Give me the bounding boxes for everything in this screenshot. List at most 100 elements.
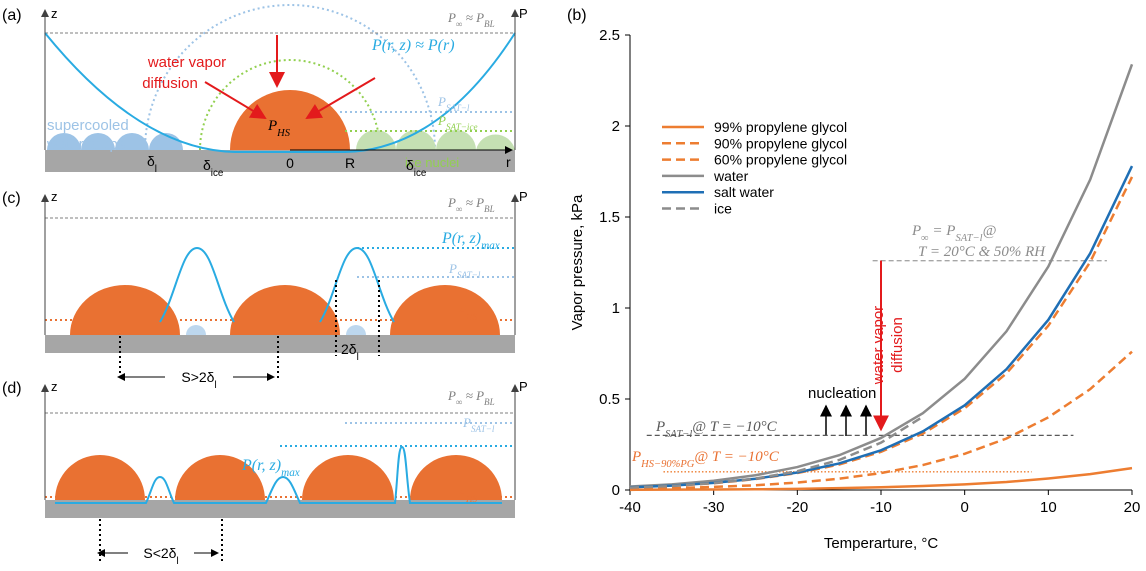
label-part: ∞ bbox=[921, 233, 929, 244]
label-part: P bbox=[267, 118, 277, 134]
ground bbox=[45, 335, 515, 353]
label: z bbox=[51, 189, 58, 204]
label: P(r, z) ≈ P(r) bbox=[371, 37, 455, 54]
y-tick-label: 0.5 bbox=[599, 391, 620, 408]
panel-label: (c) bbox=[2, 190, 21, 207]
label-part: P bbox=[447, 388, 456, 403]
label-part: SAT−l bbox=[471, 424, 495, 434]
label: PHS−90%PG@ T = −10°C bbox=[631, 449, 780, 470]
label: z bbox=[51, 379, 58, 394]
label: PSAT−l bbox=[462, 415, 495, 434]
label: P∞ ≈ PBL bbox=[447, 195, 495, 214]
label-part: HS bbox=[465, 312, 478, 322]
figure: (a)zPP∞ ≈ PBLwater vapordiffusionP(r, z)… bbox=[0, 0, 1146, 571]
label: P bbox=[519, 189, 528, 204]
panel-label: (b) bbox=[567, 7, 587, 24]
label-part: SAT−ice bbox=[446, 122, 478, 132]
label-part: HS−90%PG bbox=[640, 459, 695, 470]
label-part: l bbox=[176, 556, 178, 567]
x-tick-label: -30 bbox=[703, 499, 725, 516]
label-part: 2δ bbox=[341, 341, 357, 357]
label-part: l bbox=[357, 352, 359, 363]
label-part: δ bbox=[203, 157, 211, 173]
label: 2δl bbox=[341, 341, 359, 363]
label-part: max bbox=[281, 467, 300, 479]
label-part: P bbox=[457, 303, 466, 318]
label-part: HS bbox=[276, 128, 291, 139]
legend-label: 60% propylene glycol bbox=[714, 152, 847, 168]
label: water vapor bbox=[147, 54, 226, 71]
label-part: P bbox=[457, 485, 466, 500]
legend-label: 90% propylene glycol bbox=[714, 135, 847, 151]
label-part: δ bbox=[406, 157, 414, 173]
label-part: max bbox=[481, 240, 500, 252]
label-part: P bbox=[447, 195, 456, 210]
y-tick-label: 2 bbox=[612, 118, 620, 135]
label: S<2δl bbox=[143, 545, 178, 567]
label-part: @ T = −10°C bbox=[694, 449, 779, 465]
label: r bbox=[506, 154, 511, 170]
label-part: P bbox=[462, 415, 471, 430]
label-part: = P bbox=[929, 223, 956, 239]
legend-label: 99% propylene glycol bbox=[714, 119, 847, 135]
nucleation-arrows bbox=[826, 406, 866, 436]
x-tick-label: -40 bbox=[619, 499, 641, 516]
label: diffusion bbox=[142, 75, 198, 92]
label: P bbox=[519, 6, 528, 21]
drops bbox=[70, 285, 500, 335]
x-tick-label: 20 bbox=[1124, 499, 1141, 516]
label: P bbox=[519, 379, 528, 394]
label-part: P bbox=[437, 113, 446, 128]
label: R bbox=[345, 155, 355, 171]
label-part: ice bbox=[211, 168, 224, 179]
axis-label: Temperarture, °C bbox=[824, 535, 939, 552]
label-part: SAT−l bbox=[446, 103, 470, 113]
label: PSAT−ice bbox=[437, 113, 478, 132]
label: T = 20°C & 50% RH bbox=[918, 244, 1046, 260]
label-part: l bbox=[155, 164, 157, 175]
x-tick-label: -10 bbox=[870, 499, 892, 516]
label-part: BL bbox=[484, 19, 495, 29]
x-tick-label: 10 bbox=[1040, 499, 1057, 516]
label: water drops bbox=[46, 136, 125, 153]
drop bbox=[230, 90, 350, 150]
label-part: P(r, z) bbox=[441, 230, 481, 247]
label-part: BL bbox=[484, 397, 495, 407]
label-part: @ bbox=[983, 223, 997, 239]
label-part: P bbox=[911, 223, 921, 239]
label-part: SAT−l bbox=[457, 270, 481, 280]
arrow bbox=[205, 82, 265, 118]
label-part: BL bbox=[484, 204, 495, 214]
label-part: ≈ P bbox=[462, 10, 484, 25]
label-part: @ T = −10°C bbox=[692, 419, 777, 435]
label-part: S>2δ bbox=[181, 369, 214, 385]
x-tick-label: 0 bbox=[960, 499, 968, 516]
label-part: S<2δ bbox=[143, 545, 176, 561]
y-tick-label: 0 bbox=[612, 482, 620, 499]
label-part: P bbox=[447, 10, 456, 25]
label: diffusion bbox=[889, 317, 906, 373]
label-part: P bbox=[448, 261, 457, 276]
label-part: l bbox=[214, 380, 216, 391]
panel-label: (d) bbox=[2, 380, 22, 397]
legend-label: water bbox=[713, 168, 749, 184]
panel-c bbox=[45, 195, 515, 386]
label-part: ≈ P bbox=[462, 195, 484, 210]
label: water vapor bbox=[870, 306, 887, 385]
y-tick-label: 1 bbox=[612, 300, 620, 317]
panel-label: (a) bbox=[2, 7, 22, 24]
x-tick-label: -20 bbox=[786, 499, 808, 516]
label-part: P bbox=[631, 449, 641, 465]
y-tick-label: 2.5 bbox=[599, 27, 620, 44]
label: P∞ ≈ PBL bbox=[447, 388, 495, 407]
label-part: δ bbox=[147, 153, 155, 169]
label-part: P bbox=[655, 419, 665, 435]
label-part: HS bbox=[465, 494, 478, 504]
label-part: ice bbox=[414, 168, 427, 179]
label-part: P(r, z) bbox=[241, 457, 281, 474]
label: nucleation bbox=[808, 385, 876, 402]
label: 0 bbox=[286, 155, 294, 171]
axis-label: Vapor pressure, kPa bbox=[569, 194, 586, 330]
label: supercooled bbox=[47, 117, 129, 134]
label-part: P bbox=[437, 94, 446, 109]
